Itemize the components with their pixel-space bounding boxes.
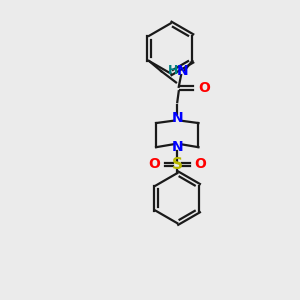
Text: N: N bbox=[172, 140, 183, 154]
Text: N: N bbox=[172, 111, 183, 125]
Text: O: O bbox=[198, 81, 210, 95]
Text: S: S bbox=[172, 157, 183, 172]
Text: N: N bbox=[177, 64, 188, 78]
Text: H: H bbox=[168, 64, 178, 77]
Text: O: O bbox=[148, 157, 160, 171]
Text: O: O bbox=[195, 157, 206, 171]
